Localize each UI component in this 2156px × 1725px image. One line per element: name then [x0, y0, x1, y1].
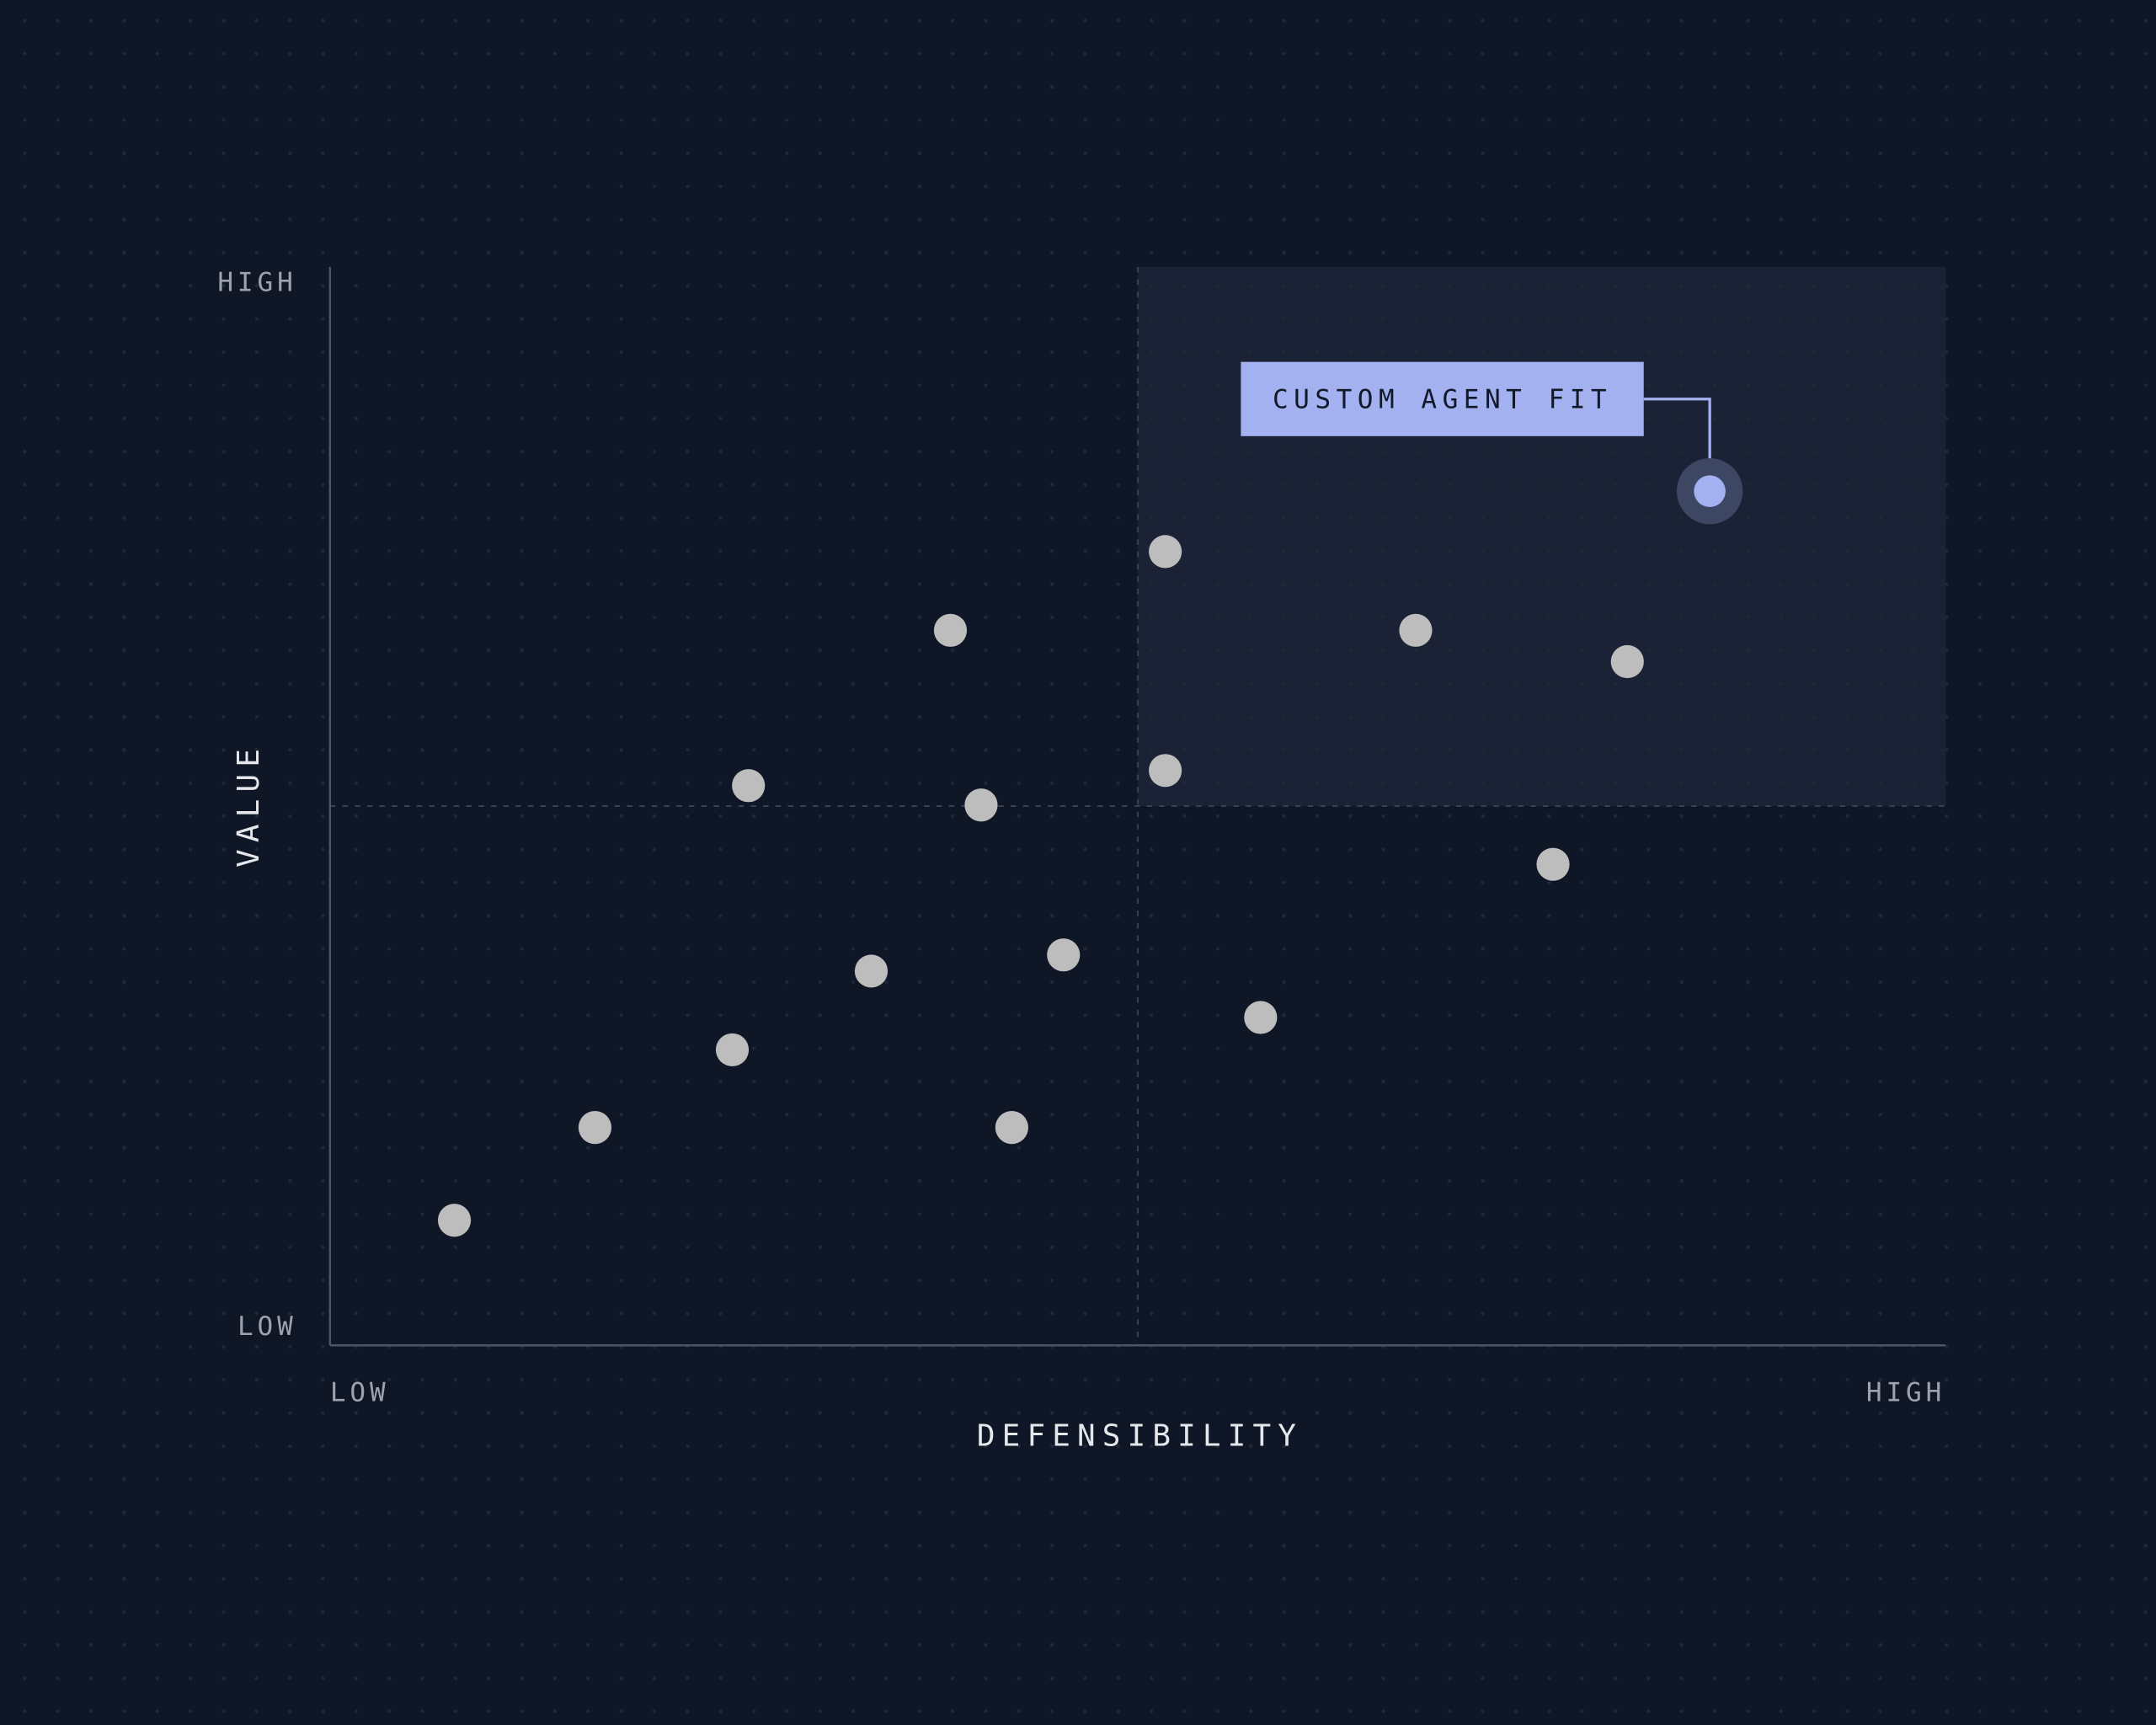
data-point: [1610, 644, 1644, 679]
x-tick-label: HIGH: [1866, 1377, 1945, 1407]
highlight-point: [1694, 475, 1726, 507]
data-point: [437, 1204, 472, 1237]
data-point: [1149, 535, 1182, 569]
x-tick-label: LOW: [330, 1377, 390, 1407]
y-axis-title: VALUE: [232, 742, 266, 868]
data-point: [1536, 847, 1570, 881]
x-axis-title: DEFENSIBILITY: [977, 1419, 1303, 1454]
data-point: [933, 613, 968, 647]
data-point: [715, 1033, 750, 1067]
data-point: [1149, 754, 1182, 788]
data-point: [995, 1111, 1028, 1145]
annotation-connector: [1643, 398, 1711, 460]
data-point: [964, 788, 998, 822]
annotation-box: [1241, 361, 1644, 436]
y-tick-label: HIGH: [217, 267, 296, 297]
data-point: [1244, 1001, 1278, 1034]
y-tick-label: LOW: [237, 1311, 297, 1342]
data-point: [1399, 613, 1433, 647]
data-point: [854, 954, 889, 988]
annotation-label: CUSTOM AGENT FIT: [1273, 384, 1612, 414]
data-point: [578, 1111, 612, 1145]
data-point: [732, 769, 766, 803]
data-point: [1047, 938, 1081, 972]
